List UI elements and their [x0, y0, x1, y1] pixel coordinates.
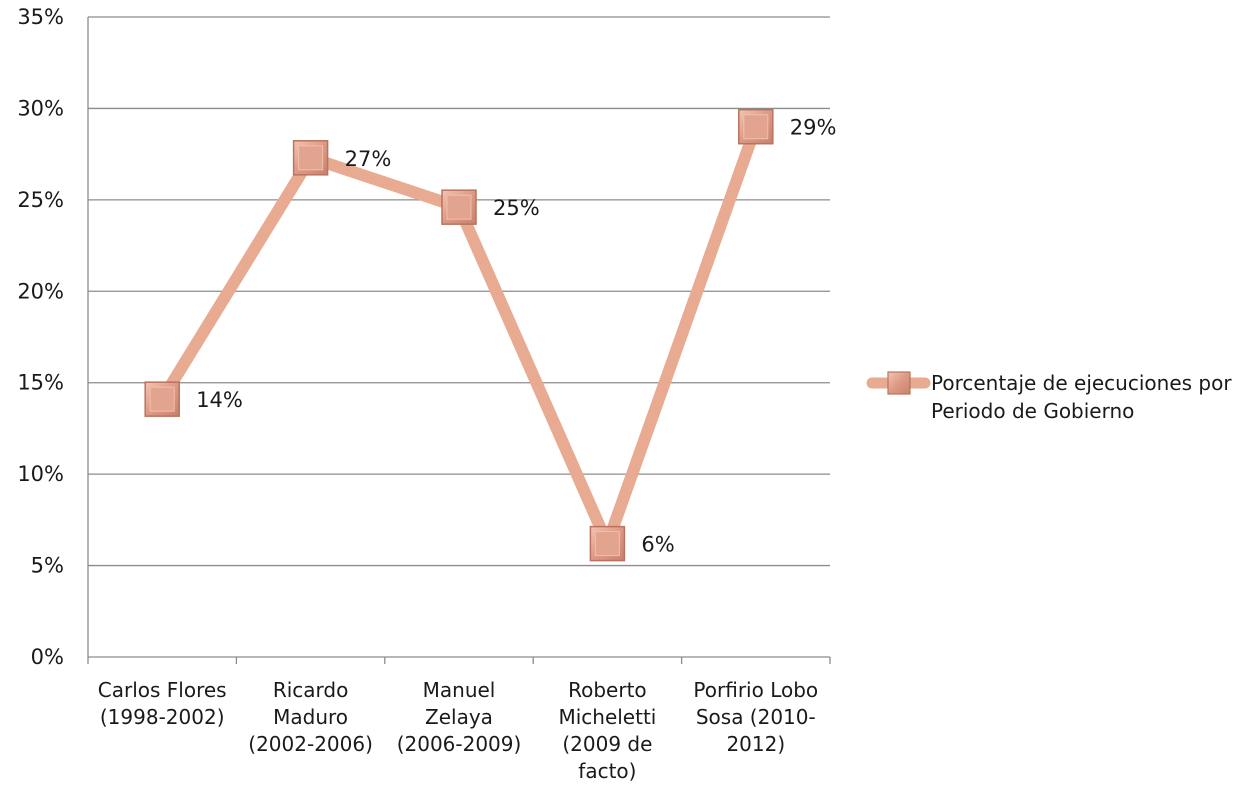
data-point-marker-inner [594, 531, 620, 557]
legend: Porcentaje de ejecuciones por Periodo de … [866, 371, 1232, 423]
x-tick-label: Roberto Micheletti (2009 de facto) [558, 678, 656, 783]
x-tick-label-line: (2009 de [562, 732, 652, 756]
x-tick-label: Manuel Zelaya (2006-2009) [397, 678, 522, 756]
y-axis: 0% 5% 10% 15% 20% 25% 30% 35% [17, 5, 89, 669]
x-tick-label-line: 2012) [726, 732, 785, 756]
x-tick-label-line: Manuel [423, 678, 496, 702]
legend-label-line: Periodo de Gobierno [931, 399, 1134, 423]
data-label: 27% [345, 147, 392, 171]
x-tick-label-line: Ricardo [273, 678, 349, 702]
data-point [738, 108, 774, 145]
y-tick-label: 15% [17, 371, 64, 395]
data-label: 6% [641, 533, 674, 557]
y-tick-label: 20% [17, 279, 64, 303]
data-point-marker-inner [149, 386, 175, 412]
x-tick-label-line: facto) [578, 759, 636, 783]
x-tick-label-line: (1998-2002) [100, 705, 225, 729]
data-point-marker-inner [446, 194, 472, 220]
data-label: 25% [493, 196, 540, 220]
x-tick-label-line: Zelaya [425, 705, 493, 729]
x-axis: Carlos Flores (1998-2002) Ricardo Maduro (20… [87, 657, 831, 783]
data-point [144, 381, 180, 417]
y-tick-label: 0% [31, 645, 64, 669]
data-label: 29% [790, 116, 837, 140]
x-tick-label-line: Maduro [273, 705, 348, 729]
x-tick-label-line: Roberto [568, 678, 647, 702]
data-point-marker-inner [743, 114, 769, 140]
x-tick-label: Carlos Flores (1998-2002) [98, 678, 227, 729]
x-tick-label-line: (2006-2009) [397, 732, 522, 756]
y-tick-label: 5% [31, 554, 64, 578]
x-tick-label-line: Micheletti [558, 705, 656, 729]
y-tick-label: 25% [17, 188, 64, 212]
data-point [292, 140, 329, 176]
data-point [589, 525, 626, 562]
data-point [441, 189, 477, 225]
legend-label: Porcentaje de ejecuciones por Periodo de … [931, 371, 1232, 423]
x-tick-label-line: Carlos Flores [98, 678, 227, 702]
legend-label-line: Porcentaje de ejecuciones por [931, 371, 1232, 395]
series-line [156, 120, 762, 550]
x-tick-label-line: (2002-2006) [248, 732, 373, 756]
x-tick-label-line: Porfirio Lobo [693, 678, 818, 702]
x-tick-label: Ricardo Maduro (2002-2006) [248, 678, 373, 756]
y-tick-label: 10% [17, 462, 64, 486]
series-layer: 14% 27% 25% 6% 29% [144, 108, 837, 562]
x-tick-label: Porfirio Lobo Sosa (2010- 2012) [693, 678, 818, 756]
data-point-marker-inner [298, 145, 324, 171]
y-tick-label: 30% [17, 96, 64, 120]
data-label: 14% [196, 388, 243, 412]
legend-marker [887, 371, 911, 395]
y-tick-label: 35% [17, 5, 64, 29]
x-tick-label-line: Sosa (2010- [696, 705, 816, 729]
